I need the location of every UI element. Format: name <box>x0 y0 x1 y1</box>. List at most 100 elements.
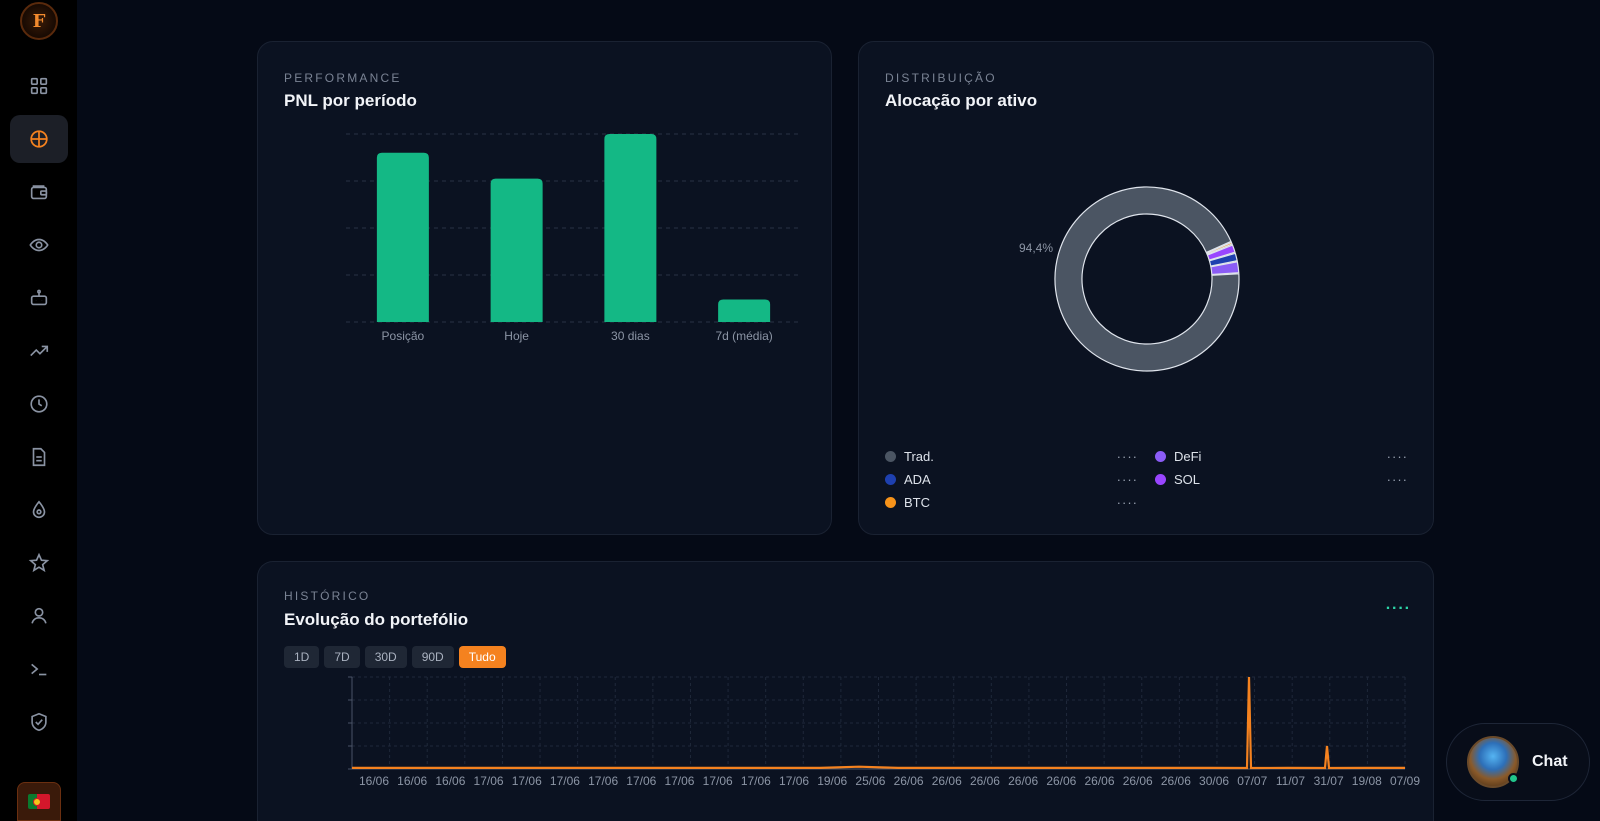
legend-item-btc[interactable]: BTC ···· <box>885 492 1148 512</box>
sidebar-item-reports[interactable] <box>10 433 68 481</box>
robot-icon <box>30 289 48 306</box>
x-tick-label: 17/06 <box>474 774 504 788</box>
document-icon <box>32 447 46 467</box>
sidebar-item-history[interactable] <box>10 380 68 428</box>
x-tick-label: 26/06 <box>970 774 1000 788</box>
sidebar-item-bots[interactable] <box>10 274 68 322</box>
allocation-donut-chart: 94,4% <box>1019 186 1240 372</box>
crosshair-icon <box>30 130 48 148</box>
trending-up-icon <box>30 345 49 357</box>
sidebar-item-console[interactable] <box>10 645 68 693</box>
x-tick-label: 17/06 <box>664 774 694 788</box>
donut-slice[interactable] <box>1054 186 1240 372</box>
bar[interactable] <box>376 152 429 322</box>
pnl-title: PNL por período <box>284 91 417 110</box>
legend-dot <box>885 473 896 485</box>
x-tick-label: 11/07 <box>1276 774 1305 788</box>
series-line <box>352 676 1405 770</box>
grid-icon <box>30 77 48 95</box>
range-button-7d[interactable]: 7D <box>324 646 360 668</box>
portfolio-line-chart: 16/06 16/06 16/06 17/06 17/06 17/06 17/06 17/06… <box>348 676 1420 788</box>
sidebar-item-dashboard[interactable] <box>10 62 68 110</box>
donut-slice[interactable] <box>1205 241 1233 256</box>
pnl-eyebrow: PERFORMANCE <box>284 71 402 85</box>
legend-value: ···· <box>1116 494 1138 510</box>
x-tick-label: 17/06 <box>626 774 656 788</box>
sidebar-item-watchlist[interactable] <box>10 221 68 269</box>
donut-slice[interactable] <box>1208 252 1238 267</box>
x-tick-label: 26/06 <box>1008 774 1038 788</box>
logo-letter: F <box>32 10 46 32</box>
donut-slice[interactable] <box>1206 244 1236 261</box>
sidebar-item-trends[interactable] <box>10 327 68 375</box>
x-tick-label: 07/09 <box>1390 774 1420 788</box>
pnl-card: PERFORMANCE PNL por período Posição Hoje 3… <box>257 41 832 535</box>
range-button-30d[interactable]: 30D <box>364 646 407 668</box>
user-icon <box>31 607 47 624</box>
pt-flag-icon <box>28 794 50 809</box>
sidebar-item-security[interactable] <box>10 698 68 746</box>
x-tick-label: 17/06 <box>512 774 542 788</box>
range-button-90d[interactable]: 90D <box>411 646 454 668</box>
language-selector[interactable] <box>17 782 61 821</box>
pnl-bar-chart: Posição Hoje 30 dias 7d (média) <box>346 133 801 343</box>
alloc-title: Alocação por ativo <box>885 91 1038 110</box>
sidebar-item-wallet[interactable] <box>10 168 68 216</box>
legend-label: SOL <box>1174 471 1201 487</box>
donut-slice[interactable] <box>1210 261 1240 276</box>
chat-label: Chat <box>1532 753 1568 770</box>
x-tick-label: Posição <box>382 329 425 343</box>
alloc-eyebrow: DISTRIBUIÇÃO <box>885 71 997 85</box>
x-tick-label: 30/06 <box>1199 774 1229 788</box>
allocation-card: DISTRIBUIÇÃO Alocação por ativo 94,4% Tr… <box>858 41 1434 535</box>
legend-item-defi[interactable]: DeFi ···· <box>1155 446 1418 466</box>
chat-button[interactable]: Chat <box>1446 723 1590 801</box>
x-tick-label: 26/06 <box>1123 774 1153 788</box>
legend-dot <box>885 450 896 462</box>
range-button-1d[interactable]: 1D <box>284 646 320 668</box>
bar[interactable] <box>718 299 771 322</box>
legend-dot <box>885 496 896 508</box>
wallet-icon <box>30 185 48 200</box>
clock-icon <box>30 395 48 413</box>
x-tick-label: 19/08 <box>1352 774 1382 788</box>
donut-percent-label: 94,4% <box>1019 241 1053 255</box>
x-tick-label: 26/06 <box>1085 774 1115 788</box>
x-tick-label: 30 dias <box>611 329 650 343</box>
sidebar-item-favorites[interactable] <box>10 539 68 587</box>
x-tick-label: 19/06 <box>817 774 847 788</box>
x-tick-label: Hoje <box>504 329 529 343</box>
terminal-icon <box>31 663 47 676</box>
legend-label: Trad. <box>904 448 934 464</box>
shield-check-icon <box>31 712 47 732</box>
legend-item-ada[interactable]: ADA ···· <box>885 469 1148 489</box>
x-tick-label: 17/06 <box>703 774 733 788</box>
range-button-all[interactable]: Tudo <box>458 646 506 668</box>
x-tick-label: 26/06 <box>894 774 924 788</box>
sidebar-item-liquidity[interactable] <box>10 486 68 534</box>
legend-value: ···· <box>1386 448 1408 464</box>
legend-dot <box>1155 450 1166 462</box>
legend-value: ···· <box>1116 448 1138 464</box>
bar[interactable] <box>604 134 657 322</box>
x-tick-label: 17/06 <box>550 774 580 788</box>
star-icon <box>28 552 50 573</box>
x-tick-label: 26/06 <box>1046 774 1076 788</box>
eye-icon <box>29 238 49 252</box>
hist-eyebrow: HISTÓRICO <box>284 589 371 603</box>
app-logo[interactable]: F <box>20 2 58 40</box>
hist-more-menu[interactable]: ···· <box>1385 600 1411 617</box>
legend-label: ADA <box>904 471 931 487</box>
x-tick-label: 31/07 <box>1314 774 1344 788</box>
legend-item-trad[interactable]: Trad. ···· <box>885 446 1148 466</box>
legend-item-sol[interactable]: SOL ···· <box>1155 469 1418 489</box>
legend-dot <box>1155 473 1166 485</box>
legend-value: ···· <box>1386 471 1408 487</box>
hist-title: Evolução do portefólio <box>284 610 469 629</box>
x-tick-label: 07/07 <box>1237 774 1267 788</box>
sidebar-item-profile[interactable] <box>10 592 68 640</box>
x-tick-label: 26/06 <box>1161 774 1191 788</box>
sidebar-item-portfolio[interactable] <box>10 115 68 163</box>
bar[interactable] <box>490 178 543 322</box>
online-status-dot <box>1508 773 1519 784</box>
